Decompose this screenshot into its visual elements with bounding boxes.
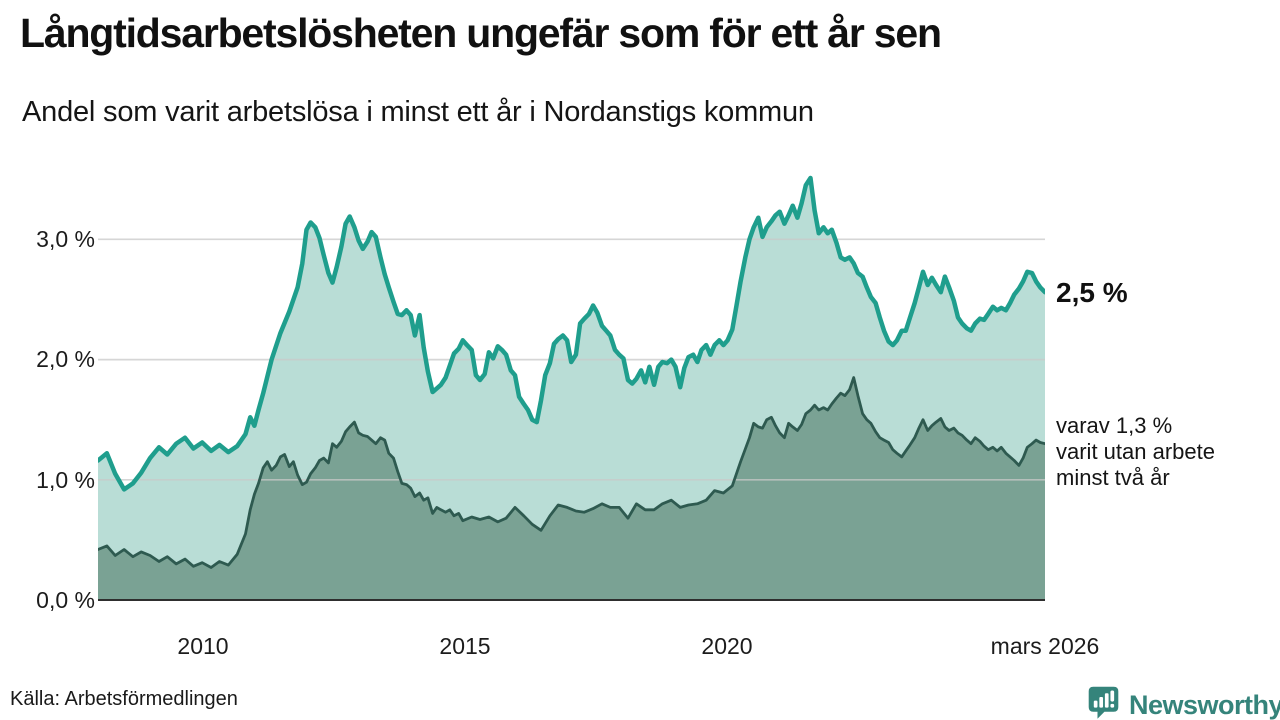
end-value-label: 2,5 % <box>1056 277 1128 308</box>
y-axis-tick-label: 3,0 % <box>36 226 95 252</box>
newsworthy-bubble-chart-icon <box>1085 684 1122 720</box>
y-axis-tick-label: 2,0 % <box>36 346 95 372</box>
newsworthy-logo[interactable]: Newsworthy <box>1085 684 1280 720</box>
chart-subtitle: Andel som varit arbetslösa i minst ett å… <box>22 96 814 128</box>
y-axis-tick-label: 0,0 % <box>36 587 95 613</box>
chart-title: Långtidsarbetslösheten ungefär som för e… <box>20 10 942 56</box>
note-line: varav 1,3 % <box>1056 413 1173 438</box>
y-axis-tick-label: 1,0 % <box>36 467 95 493</box>
note-line: minst två år <box>1056 465 1170 490</box>
x-axis-tick-label: 2010 <box>177 633 229 659</box>
area-chart <box>98 169 1045 601</box>
note-line: varit utan arbete <box>1056 439 1215 464</box>
secondary-value-note: varav 1,3 % varit utan arbete minst två … <box>1056 413 1215 491</box>
x-axis-tick-label: 2020 <box>701 633 753 659</box>
newsworthy-wordmark: Newsworthy <box>1129 689 1280 720</box>
x-axis-tick-label: mars 2026 <box>990 633 1100 659</box>
source-attribution: Källa: Arbetsförmedlingen <box>10 688 238 710</box>
plot-svg <box>98 175 1045 601</box>
x-axis-tick-label: 2015 <box>439 633 491 659</box>
